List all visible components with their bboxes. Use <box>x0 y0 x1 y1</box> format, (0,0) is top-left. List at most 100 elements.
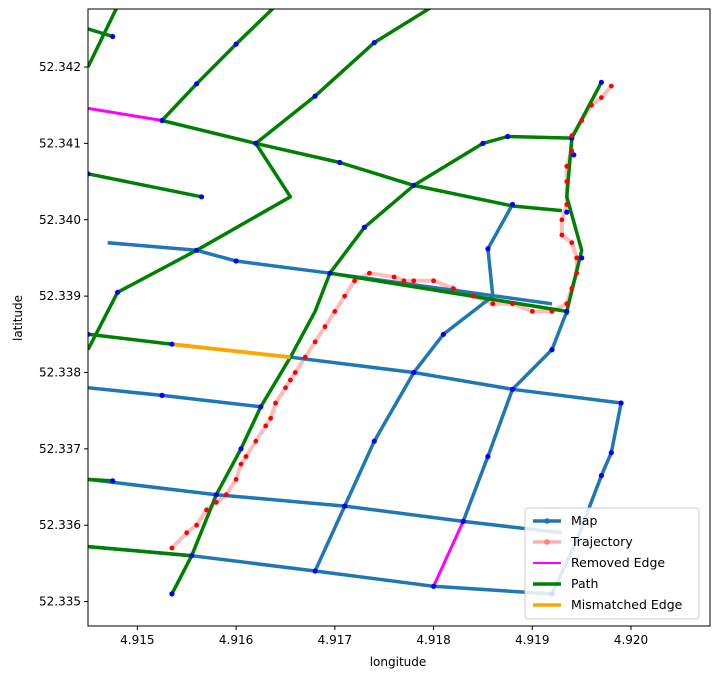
plot-frame <box>87 8 711 627</box>
trajectory-point <box>391 274 397 280</box>
map-node <box>110 478 116 484</box>
x-tick-label: 4.917 <box>318 633 352 647</box>
x-tick-label: 4.918 <box>416 633 450 647</box>
map-node <box>608 450 614 456</box>
trajectory-point <box>322 324 328 330</box>
path-edge <box>88 477 113 483</box>
y-tick-label: 52.335 <box>39 595 81 609</box>
map-node <box>198 194 205 200</box>
trajectory-point <box>233 477 239 482</box>
y-tick-label: 52.338 <box>39 365 81 379</box>
map-node <box>564 209 570 215</box>
trajectory-point <box>589 102 594 108</box>
map-edge <box>107 240 331 275</box>
map-node <box>169 341 175 347</box>
map-node <box>371 438 377 444</box>
y-tick-label: 52.340 <box>39 213 81 227</box>
trajectory-point <box>223 492 229 498</box>
y-tick-label: 52.342 <box>39 60 81 74</box>
trajectory-point <box>431 278 436 284</box>
trajectory-point <box>559 232 565 238</box>
trajectory-point <box>569 286 575 291</box>
mismatched-edge <box>171 342 291 360</box>
trajectory-point <box>549 309 555 314</box>
trajectory-point <box>273 400 278 406</box>
x-tick-label: 4.916 <box>219 633 253 647</box>
map-node <box>110 33 116 40</box>
trajectory-point <box>401 278 407 284</box>
trajectory-point <box>569 240 575 246</box>
map-node <box>431 583 437 589</box>
map-node <box>233 258 239 264</box>
path-edge <box>88 27 114 39</box>
trajectory-point <box>194 522 200 528</box>
trajectory-point <box>263 423 269 429</box>
trajectory-point <box>169 545 175 551</box>
trajectory-point <box>332 309 338 314</box>
trajectory-point <box>608 83 614 89</box>
map-node <box>618 400 624 406</box>
x-tick-label: 4.915 <box>120 633 154 647</box>
map-node <box>509 201 516 208</box>
legend-path-label: Path <box>571 576 598 591</box>
map-node <box>115 289 121 295</box>
trajectory-point <box>184 530 190 536</box>
trajectory-point <box>243 454 249 459</box>
map-node <box>361 224 367 230</box>
axis-ticks: 4.915 4.916 4.917 4.918 4.919 4.920 52.335 52.3… <box>39 60 648 647</box>
legend-trajectory-label: Trajectory <box>570 534 633 549</box>
map-node <box>233 41 239 47</box>
trajectory-point <box>579 118 585 123</box>
trajectory-point <box>569 133 575 139</box>
trajectory-point <box>288 377 293 383</box>
removed-edge <box>88 106 163 122</box>
map-node <box>159 117 165 124</box>
trajectory-point <box>268 415 274 421</box>
map-node <box>213 492 219 498</box>
trajectory-point <box>253 438 259 444</box>
trajectory-point <box>204 507 209 513</box>
path-edge <box>570 81 603 139</box>
map-node <box>169 591 175 597</box>
map-node <box>598 473 605 479</box>
trajectory-point <box>599 95 604 100</box>
path-edge <box>329 271 568 314</box>
y-tick-label: 52.337 <box>39 442 81 456</box>
map-node <box>505 133 511 140</box>
trajectory-point <box>510 301 515 307</box>
legend-box <box>524 507 700 620</box>
map-layer <box>88 9 624 597</box>
map-node <box>411 182 417 188</box>
y-tick-label: 52.341 <box>39 136 81 150</box>
map-node <box>258 404 264 410</box>
map-node <box>189 553 195 559</box>
trajectory-point <box>213 499 219 505</box>
trajectory-point <box>559 217 565 223</box>
map-node <box>485 453 491 460</box>
map-node <box>342 503 348 509</box>
trajectory-point <box>352 278 357 284</box>
y-tick-label: 52.336 <box>39 518 81 532</box>
trajectory-point <box>490 301 496 307</box>
legend: Map Trajectory Removed Edge Path Mismatc… <box>524 507 700 620</box>
trajectory-point <box>238 461 244 467</box>
map-node <box>460 518 466 525</box>
path-edge <box>88 9 119 68</box>
map-node <box>194 247 200 253</box>
trajectory-point <box>450 286 456 291</box>
map-edge <box>290 355 622 405</box>
map-node <box>312 93 318 99</box>
map-node <box>327 270 333 276</box>
path-edge <box>88 544 192 558</box>
trajectory-point <box>574 255 580 261</box>
y-axis-title: latitude <box>11 295 25 341</box>
map-node <box>88 171 91 177</box>
map-node <box>571 152 577 158</box>
legend-map-label: Map <box>571 513 597 528</box>
map-edge <box>313 203 515 572</box>
trajectory-point <box>292 370 298 375</box>
y-tick-label: 52.339 <box>39 289 81 303</box>
map-node <box>440 331 446 337</box>
legend-mismatched-edge-label: Mismatched Edge <box>571 597 683 612</box>
map-node <box>253 140 259 146</box>
